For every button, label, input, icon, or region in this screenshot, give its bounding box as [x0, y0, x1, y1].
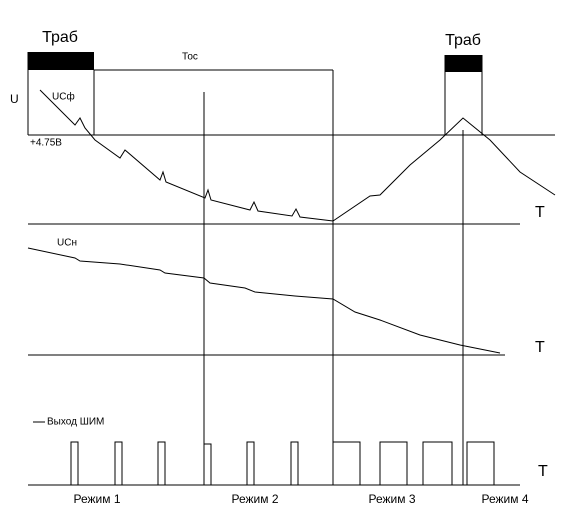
- time-axis-label: T: [538, 463, 548, 480]
- ucf-curve: [39, 89, 556, 222]
- frame-lines: [27, 52, 555, 486]
- trace-label: UCн: [57, 238, 77, 249]
- work-bar-left: [28, 52, 94, 70]
- work-bar-right: [445, 55, 482, 72]
- t-work-label: Траб: [42, 29, 78, 46]
- axis-label: U: [10, 92, 19, 106]
- time-axis-label: T: [535, 339, 545, 356]
- mode-label: Режим 2: [231, 492, 278, 506]
- pwm-pulses: [70, 441, 495, 485]
- threshold-label: +4.75В: [30, 138, 62, 149]
- mode-label: Режим 1: [73, 492, 120, 506]
- time-axis-label: T: [535, 204, 545, 221]
- ucn-curve: [27, 247, 501, 354]
- mode-label: Режим 3: [368, 492, 415, 506]
- t-os-label: Тос: [182, 52, 198, 63]
- mode-label: Режим 4: [481, 492, 528, 506]
- trace-label: UCф: [52, 91, 75, 103]
- trace-label: Выход ШИМ: [47, 417, 104, 428]
- t-work-label: Траб: [445, 32, 481, 49]
